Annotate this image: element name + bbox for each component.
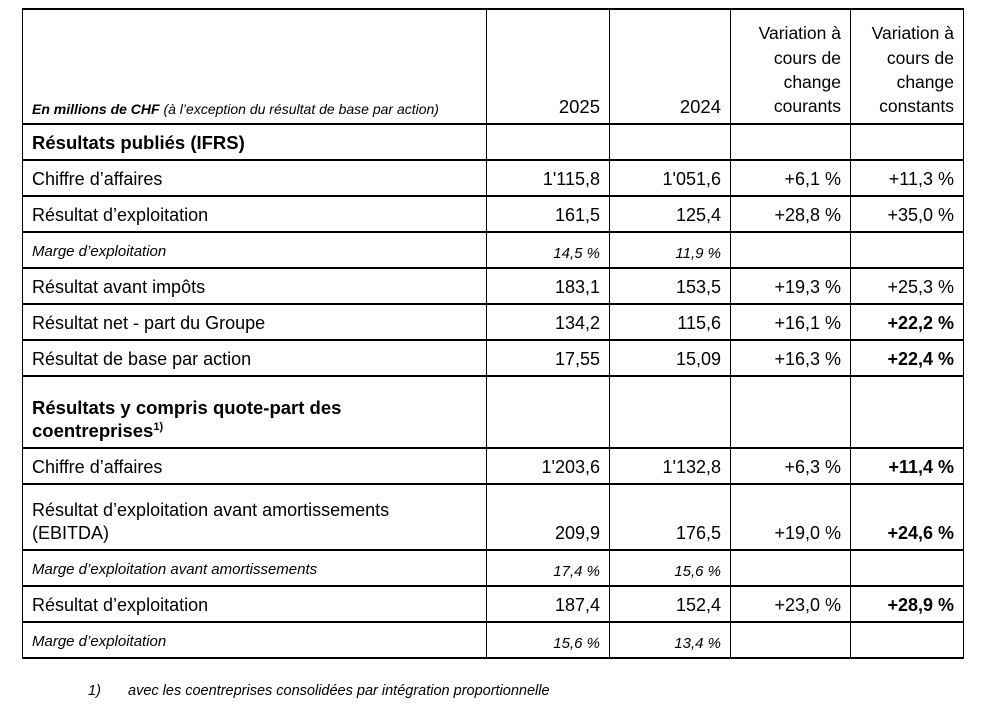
cell-variation-constants bbox=[850, 123, 964, 161]
table-row: Marge d’exploitation avant amortissement… bbox=[22, 549, 964, 587]
table-row: Marge d’exploitation 15,6 % 13,4 % bbox=[22, 621, 964, 659]
cell-variation-constants bbox=[850, 231, 964, 269]
cell-variation-constants bbox=[850, 549, 964, 587]
footnote: 1) avec les coentreprises consolidées par… bbox=[22, 683, 1000, 699]
row-label: Résultat d’exploitation avant amortissem… bbox=[22, 483, 487, 551]
cell-2024: 1'132,8 bbox=[609, 447, 731, 485]
unit-label-bold: En millions de CHF bbox=[32, 101, 160, 118]
table-row: Résultat avant impôts 183,1 153,5 +19,3 % +2… bbox=[22, 267, 964, 305]
cell-2025: 15,6 % bbox=[486, 621, 610, 659]
cell-2024: 115,6 bbox=[609, 303, 731, 341]
cell-variation-courants: +6,1 % bbox=[730, 159, 851, 197]
row-label: Résultat net - part du Groupe bbox=[22, 303, 487, 341]
cell-2024: 11,9 % bbox=[609, 231, 731, 269]
cell-variation-constants: +24,6 % bbox=[850, 483, 964, 551]
row-label: Résultats y compris quote-part des coent… bbox=[22, 375, 487, 449]
table-row: Chiffre d’affaires 1'115,8 1'051,6 +6,1 % +1… bbox=[22, 159, 964, 197]
row-label: Résultat d’exploitation bbox=[22, 195, 487, 233]
table-row: Résultats y compris quote-part des coent… bbox=[22, 375, 964, 449]
cell-2025: 1'115,8 bbox=[486, 159, 610, 197]
table-row: Résultat net - part du Groupe 134,2 115,6 +… bbox=[22, 303, 964, 341]
table-header-unit-label: En millions de CHF (à l’exception du rés… bbox=[22, 8, 487, 125]
row-label: Chiffre d’affaires bbox=[22, 447, 487, 485]
cell-2025 bbox=[486, 375, 610, 449]
cell-2025: 161,5 bbox=[486, 195, 610, 233]
row-label: Marge d’exploitation avant amortissement… bbox=[22, 549, 487, 587]
table-row: Résultat d’exploitation 187,4 152,4 +23,0 %… bbox=[22, 585, 964, 623]
cell-variation-constants: +22,2 % bbox=[850, 303, 964, 341]
row-label: Résultat de base par action bbox=[22, 339, 487, 377]
cell-2025: 1'203,6 bbox=[486, 447, 610, 485]
footnote-marker: 1) bbox=[88, 683, 101, 699]
cell-variation-courants bbox=[730, 375, 851, 449]
cell-2024 bbox=[609, 375, 731, 449]
cell-variation-constants bbox=[850, 375, 964, 449]
cell-2024: 152,4 bbox=[609, 585, 731, 623]
cell-2024: 15,09 bbox=[609, 339, 731, 377]
cell-variation-courants: +23,0 % bbox=[730, 585, 851, 623]
footnote-text: avec les coentreprises consolidées par i… bbox=[128, 683, 550, 699]
table-row: Marge d’exploitation 14,5 % 11,9 % bbox=[22, 231, 964, 269]
table-row: Résultats publiés (IFRS) bbox=[22, 123, 964, 161]
cell-variation-courants: +16,1 % bbox=[730, 303, 851, 341]
column-header-variation-constants: Variation à cours de change constants bbox=[850, 8, 964, 125]
cell-2025: 14,5 % bbox=[486, 231, 610, 269]
cell-variation-constants bbox=[850, 621, 964, 659]
cell-2024: 153,5 bbox=[609, 267, 731, 305]
cell-variation-constants: +22,4 % bbox=[850, 339, 964, 377]
cell-variation-constants: +11,4 % bbox=[850, 447, 964, 485]
cell-variation-courants: +16,3 % bbox=[730, 339, 851, 377]
cell-variation-courants: +6,3 % bbox=[730, 447, 851, 485]
row-label: Marge d’exploitation bbox=[22, 621, 487, 659]
cell-variation-courants: +19,3 % bbox=[730, 267, 851, 305]
table-header-row: En millions de CHF (à l’exception du rés… bbox=[22, 8, 964, 125]
column-header-variation-courants: Variation à cours de change courants bbox=[730, 8, 851, 125]
cell-2024: 1'051,6 bbox=[609, 159, 731, 197]
table-row: Résultat d’exploitation avant amortissem… bbox=[22, 483, 964, 551]
cell-variation-courants bbox=[730, 123, 851, 161]
table-row: Chiffre d’affaires 1'203,6 1'132,8 +6,3 % +1… bbox=[22, 447, 964, 485]
footnote-reference: 1) bbox=[153, 420, 164, 433]
unit-label-note: (à l’exception du résultat de base par a… bbox=[159, 101, 439, 118]
cell-variation-courants bbox=[730, 621, 851, 659]
cell-2025: 134,2 bbox=[486, 303, 610, 341]
row-label: Résultat avant impôts bbox=[22, 267, 487, 305]
cell-variation-courants: +19,0 % bbox=[730, 483, 851, 551]
cell-2025: 183,1 bbox=[486, 267, 610, 305]
cell-2025 bbox=[486, 123, 610, 161]
cell-2024: 176,5 bbox=[609, 483, 731, 551]
table-row: Résultat d’exploitation 161,5 125,4 +28,8 %… bbox=[22, 195, 964, 233]
financial-results-table: En millions de CHF (à l’exception du rés… bbox=[22, 8, 964, 659]
cell-variation-constants: +11,3 % bbox=[850, 159, 964, 197]
cell-variation-courants bbox=[730, 231, 851, 269]
cell-2025: 209,9 bbox=[486, 483, 610, 551]
cell-2024 bbox=[609, 123, 731, 161]
row-label: Résultats publiés (IFRS) bbox=[22, 123, 487, 161]
column-header-2025: 2025 bbox=[486, 8, 610, 125]
cell-2024: 125,4 bbox=[609, 195, 731, 233]
cell-2025: 17,55 bbox=[486, 339, 610, 377]
row-label: Marge d’exploitation bbox=[22, 231, 487, 269]
cell-2025: 17,4 % bbox=[486, 549, 610, 587]
cell-2025: 187,4 bbox=[486, 585, 610, 623]
cell-variation-courants: +28,8 % bbox=[730, 195, 851, 233]
cell-variation-constants: +25,3 % bbox=[850, 267, 964, 305]
cell-variation-constants: +35,0 % bbox=[850, 195, 964, 233]
cell-2024: 13,4 % bbox=[609, 621, 731, 659]
column-header-2024: 2024 bbox=[609, 8, 731, 125]
table-body: Résultats publiés (IFRS) Chiffre d’affair… bbox=[22, 123, 964, 659]
cell-variation-constants: +28,9 % bbox=[850, 585, 964, 623]
cell-variation-courants bbox=[730, 549, 851, 587]
cell-2024: 15,6 % bbox=[609, 549, 731, 587]
row-label: Chiffre d’affaires bbox=[22, 159, 487, 197]
row-label: Résultat d’exploitation bbox=[22, 585, 487, 623]
table-row: Résultat de base par action 17,55 15,09 +16… bbox=[22, 339, 964, 377]
